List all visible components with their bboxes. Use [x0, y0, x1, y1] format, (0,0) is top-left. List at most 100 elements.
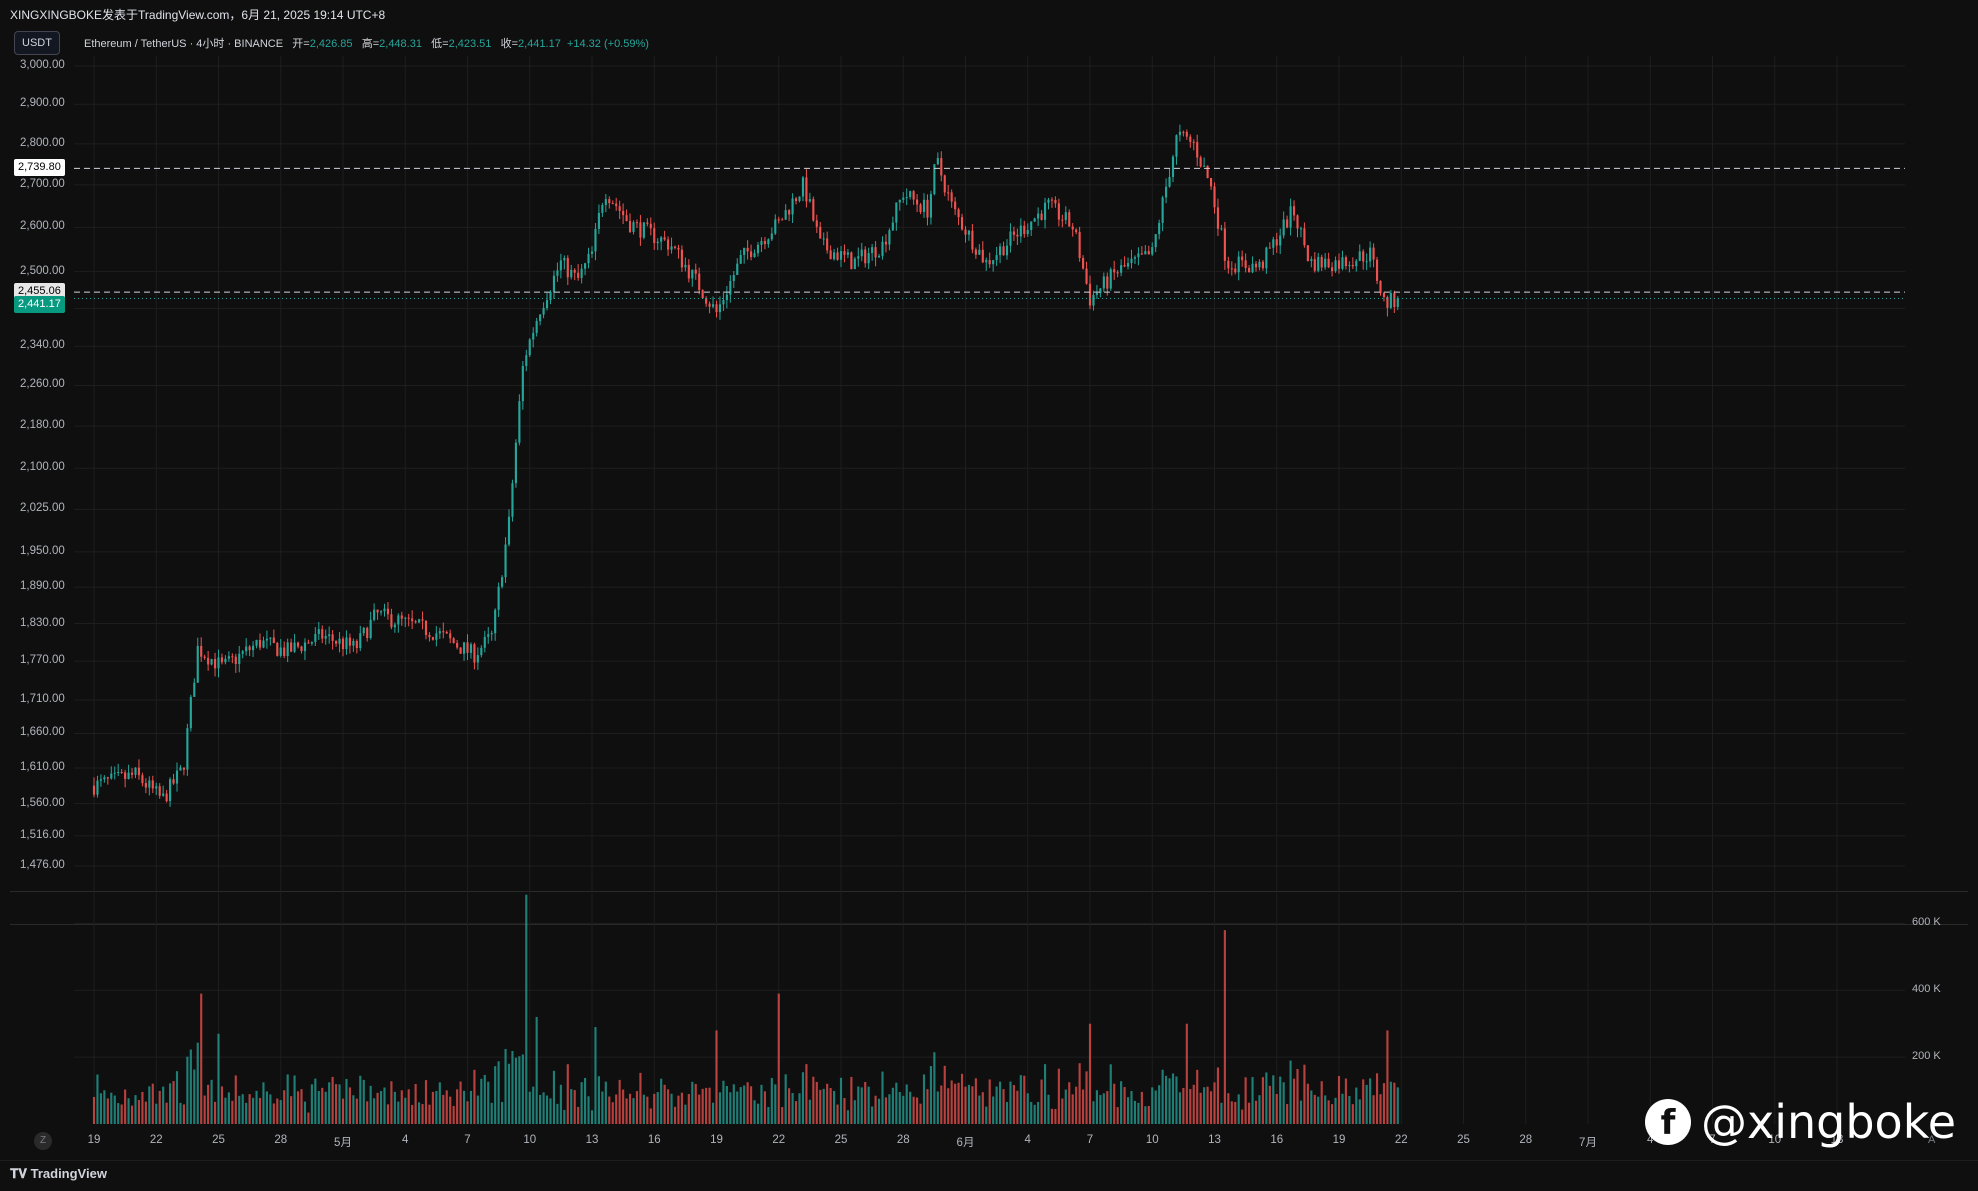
volume-bar — [722, 1080, 725, 1124]
volume-bar — [1223, 930, 1226, 1124]
candle-body — [1282, 219, 1285, 236]
candle-body — [134, 767, 137, 775]
volume-bar — [532, 1086, 535, 1124]
facebook-logo-icon: f — [1645, 1099, 1691, 1145]
candle-body — [1123, 265, 1126, 267]
candle-body — [283, 647, 286, 657]
volume-bar — [1244, 1077, 1247, 1124]
volume-bar — [300, 1089, 303, 1124]
volume-bar — [1050, 1108, 1054, 1124]
candle-body — [905, 197, 908, 199]
volume-bar — [1196, 1069, 1199, 1124]
candle-body — [165, 793, 168, 802]
pane-separator[interactable] — [10, 891, 1968, 892]
candle-body — [303, 642, 307, 652]
candle-body — [691, 269, 694, 279]
volume-bar — [705, 1087, 708, 1124]
candle-body — [898, 199, 901, 203]
volume-bar — [248, 1094, 251, 1124]
candle-body — [400, 615, 403, 619]
candle-body — [1223, 228, 1226, 261]
candle-body — [158, 786, 161, 796]
price-tick-label: 2,600.00 — [20, 220, 65, 233]
volume-bar — [99, 1093, 102, 1124]
price-tick-label: 1,890.00 — [20, 580, 65, 593]
volume-bar — [1113, 1083, 1116, 1124]
candle-body — [324, 635, 327, 639]
candle-body — [1268, 247, 1271, 249]
volume-bar — [252, 1097, 255, 1124]
candle-body — [625, 215, 628, 221]
price-tick-label: 1,710.00 — [20, 693, 65, 706]
price-tick-label: 1,830.00 — [20, 616, 65, 629]
candle-body — [1165, 186, 1168, 198]
candle-body — [1099, 288, 1102, 294]
zoom-button[interactable]: Z — [34, 1132, 52, 1150]
candle-body — [137, 767, 141, 776]
volume-bar — [999, 1081, 1002, 1124]
candle-body — [670, 246, 673, 250]
price-pane[interactable] — [10, 26, 1968, 892]
candle-body — [1050, 199, 1054, 201]
time-tick-label: 22 — [772, 1134, 786, 1146]
time-tick-label: 7 — [1709, 1134, 1716, 1146]
candle-body — [1009, 231, 1012, 246]
candle-body — [314, 633, 317, 643]
volume-bar — [1161, 1069, 1164, 1124]
candle-body — [1393, 292, 1396, 308]
volume-bar — [1043, 1064, 1047, 1124]
candle-body — [1248, 268, 1251, 273]
candle-body — [535, 321, 538, 333]
candle-body — [1182, 131, 1185, 133]
candle-body — [1362, 251, 1365, 262]
candle-body — [971, 230, 974, 250]
candle-body — [936, 157, 939, 165]
candle-body — [995, 255, 998, 261]
candle-body — [639, 222, 642, 238]
candle-body — [632, 222, 635, 232]
candle-body — [269, 637, 272, 639]
candle-body — [272, 637, 275, 643]
candle-body — [241, 651, 244, 654]
volume-bar — [597, 1076, 600, 1124]
volume-bar — [362, 1079, 365, 1124]
candle-body — [504, 544, 507, 578]
volume-bar — [476, 1095, 479, 1124]
volume-bar — [1075, 1086, 1078, 1124]
volume-bar — [1016, 1090, 1019, 1124]
volume-bar — [608, 1096, 611, 1124]
volume-bar — [1171, 1073, 1175, 1124]
candle-body — [1320, 256, 1323, 268]
volume-bar — [497, 1061, 500, 1124]
volume-bar — [874, 1095, 877, 1124]
candle-body — [262, 640, 265, 648]
candle-body — [1064, 212, 1067, 221]
price-tick-label: 1,476.00 — [20, 859, 65, 871]
candle-body — [1348, 264, 1351, 267]
candle-body — [397, 615, 400, 625]
volume-bar — [604, 1081, 607, 1124]
candle-body — [967, 230, 971, 235]
candle-body — [774, 219, 777, 234]
candle-body — [258, 639, 262, 648]
volume-bar — [120, 1104, 123, 1124]
candle-body — [964, 229, 967, 235]
candle-body — [1082, 257, 1085, 269]
candle-body — [424, 620, 428, 636]
candle-body — [445, 631, 448, 634]
symbol-legend[interactable]: Ethereum / TetherUS · 4小时 · BINANCE 开=2,… — [84, 35, 649, 51]
candle-body — [1327, 258, 1330, 268]
auto-scale-button[interactable]: A — [1928, 1134, 1936, 1146]
volume-bar — [853, 1100, 856, 1124]
volume-bar — [642, 1094, 645, 1124]
candle-body — [566, 257, 569, 278]
volume-bar — [124, 1089, 127, 1124]
candle-body — [812, 199, 815, 221]
candle-body — [912, 191, 915, 200]
time-tick-label: 13 — [1830, 1134, 1844, 1146]
volume-bar — [134, 1095, 137, 1124]
volume-bar — [954, 1083, 957, 1124]
currency-button[interactable]: USDT — [14, 31, 60, 55]
candle-body — [1030, 221, 1033, 230]
